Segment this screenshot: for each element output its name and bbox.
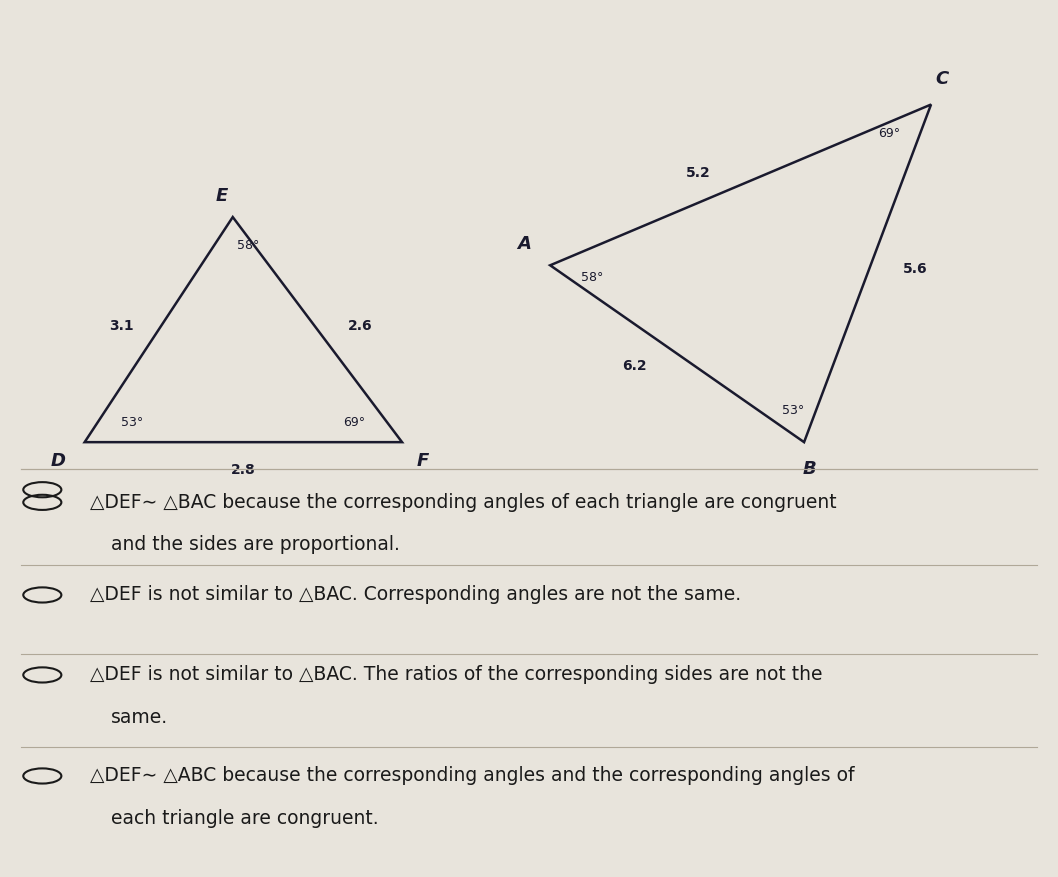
Text: △DEF is not similar to △BAC. Corresponding angles are not the same.: △DEF is not similar to △BAC. Correspondi…	[90, 586, 741, 604]
Text: F: F	[417, 453, 430, 470]
Text: 53°: 53°	[121, 416, 144, 429]
Text: D: D	[51, 453, 66, 470]
Text: 2.6: 2.6	[347, 318, 372, 332]
Text: E: E	[216, 187, 229, 205]
Text: C: C	[935, 70, 948, 89]
Text: same.: same.	[111, 708, 168, 726]
Text: each triangle are congruent.: each triangle are congruent.	[111, 809, 379, 828]
Text: 69°: 69°	[878, 126, 899, 139]
Text: A: A	[516, 235, 531, 253]
Text: 58°: 58°	[581, 271, 604, 284]
Text: 5.2: 5.2	[686, 166, 711, 180]
Text: 53°: 53°	[782, 404, 805, 417]
Text: 3.1: 3.1	[109, 318, 134, 332]
Text: 5.6: 5.6	[902, 262, 928, 276]
Text: △DEF is not similar to △BAC. The ratios of the corresponding sides are not the: △DEF is not similar to △BAC. The ratios …	[90, 666, 822, 684]
Text: 69°: 69°	[344, 416, 365, 429]
Text: 2.8: 2.8	[231, 463, 256, 477]
Text: 6.2: 6.2	[622, 359, 647, 373]
Text: 58°: 58°	[237, 239, 260, 253]
Text: B: B	[803, 460, 816, 478]
Text: △DEF∼ △BAC because the corresponding angles of each triangle are congruent: △DEF∼ △BAC because the corresponding ang…	[90, 493, 837, 512]
Text: △DEF∼ △ABC because the corresponding angles and the corresponding angles of: △DEF∼ △ABC because the corresponding ang…	[90, 766, 855, 786]
Text: and the sides are proportional.: and the sides are proportional.	[111, 535, 400, 554]
